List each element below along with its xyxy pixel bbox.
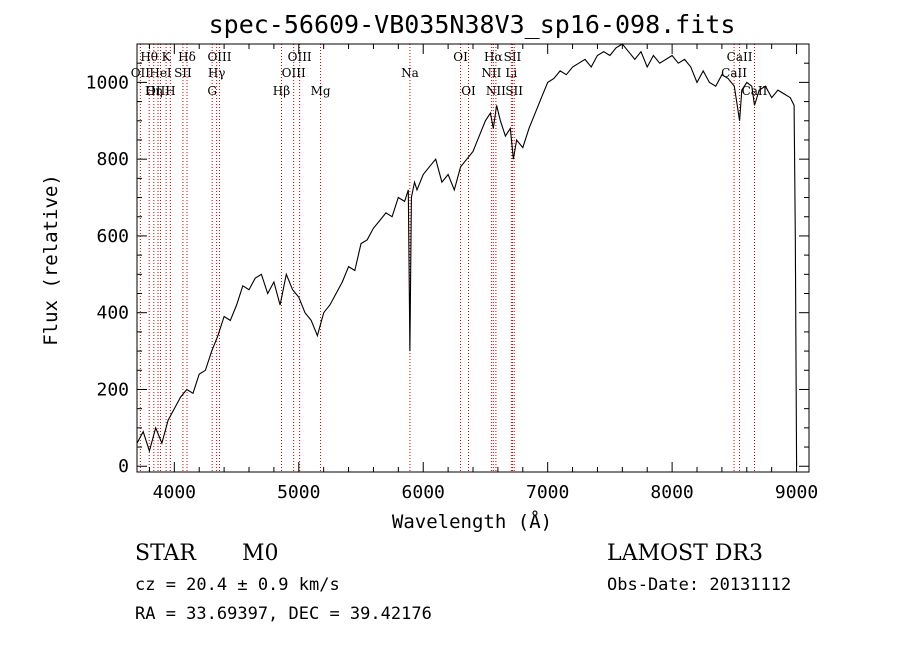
line-marker-label-8: H [165,84,175,98]
line-marker-label-21: NII [486,84,506,98]
line-marker-label-24: SII [505,84,523,98]
line-marker-label-15: Mg [311,84,331,98]
line-marker-label-6: Hδ [178,50,196,64]
x-axis-ticks: 4000 5000 6000 7000 8000 9000 [148,44,818,503]
line-marker-label-18: OI [461,84,476,98]
redshift-text: cz = 20.4 ± 0.9 km/s [135,575,340,595]
line-marker-label-9: OIII [207,50,231,64]
y-tick-label-1: 200 [96,379,129,400]
line-marker-label-19: Hα [484,50,503,64]
line-marker-label-23: Li [505,66,517,80]
line-marker-label-7: SII [174,66,192,80]
object-subclass: M0 [242,541,279,566]
line-marker-label-14: Hβ [273,84,290,98]
y-axis-ticks: 0 200 400 600 800 1000 [86,62,809,477]
plot-frame [136,43,810,473]
y-tick-label-3: 600 [96,226,129,247]
line-marker-label-27: CaII [742,84,768,98]
y-tick-label-4: 800 [96,149,129,170]
line-marker-label-22: SII [504,50,522,64]
spectrum-line [136,43,798,467]
y-tick-label-2: 400 [96,303,129,324]
object-class: STAR [135,541,197,566]
obs-date-text: Obs-Date: 20131112 [607,575,791,595]
line-marker-label-10: Hγ [208,66,226,80]
y-tick-label-5: 1000 [86,72,129,93]
line-marker-label-12: OIII [288,50,312,64]
line-marker-label-4: HeI [149,66,172,80]
x-tick-label-5: 9000 [775,482,818,503]
x-tick-label-4: 8000 [650,482,693,503]
line-marker-label-5: Hη [145,84,163,98]
x-tick-label-1: 5000 [277,482,320,503]
line-marker-label-3: K [162,50,172,64]
line-marker-label-26: CaII [721,66,747,80]
y-axis-label: Flux (relative) [40,174,62,346]
coords-text: RA = 33.69397, DEC = 39.42176 [135,604,432,624]
x-tick-label-2: 6000 [402,482,445,503]
line-marker-label-13: OIII [282,66,306,80]
line-marker-label-11: G [207,84,217,98]
x-tick-label-3: 7000 [526,482,569,503]
y-tick-label-0: 0 [118,456,129,477]
line-marker-layer [139,44,755,472]
line-marker-label-1: OII [131,66,151,80]
chart-title: spec-56609-VB035N38V3_sp16-098.fits [209,10,736,39]
survey-name: LAMOST DR3 [607,541,763,566]
line-marker-label-25: CaII [727,50,753,64]
line-marker-label-20: NII [481,66,501,80]
line-marker-label-16: Na [401,66,419,80]
line-marker-label-0: Hθ [140,50,158,64]
line-marker-label-2: OIII [146,84,170,98]
x-axis-label: Wavelength (Å) [392,510,552,533]
x-tick-label-0: 4000 [153,482,196,503]
line-marker-label-17: OI [453,50,468,64]
